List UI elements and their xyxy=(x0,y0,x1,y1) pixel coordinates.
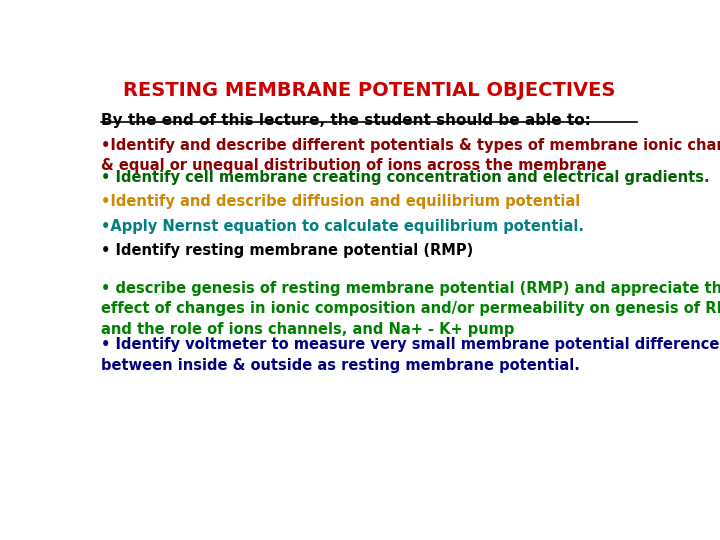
Text: • describe genesis of resting membrane potential (RMP) and appreciate the
effect: • describe genesis of resting membrane p… xyxy=(101,281,720,337)
Text: • Identify cell membrane creating concentration and electrical gradients.: • Identify cell membrane creating concen… xyxy=(101,170,710,185)
Text: RESTING MEMBRANE POTENTIAL OBJECTIVES: RESTING MEMBRANE POTENTIAL OBJECTIVES xyxy=(123,82,615,100)
Text: • Identify resting membrane potential (RMP): • Identify resting membrane potential (R… xyxy=(101,243,474,258)
Text: •Identify and describe diffusion and equilibrium potential: •Identify and describe diffusion and equ… xyxy=(101,194,580,208)
Text: By the end of this lecture, the student should be able to:: By the end of this lecture, the student … xyxy=(101,113,591,127)
Text: • Identify voltmeter to measure very small membrane potential difference
between: • Identify voltmeter to measure very sma… xyxy=(101,337,719,373)
Text: •Apply Nernst equation to calculate equilibrium potential.: •Apply Nernst equation to calculate equi… xyxy=(101,219,584,234)
Text: •Identify and describe different potentials & types of membrane ionic channels
&: •Identify and describe different potenti… xyxy=(101,138,720,173)
